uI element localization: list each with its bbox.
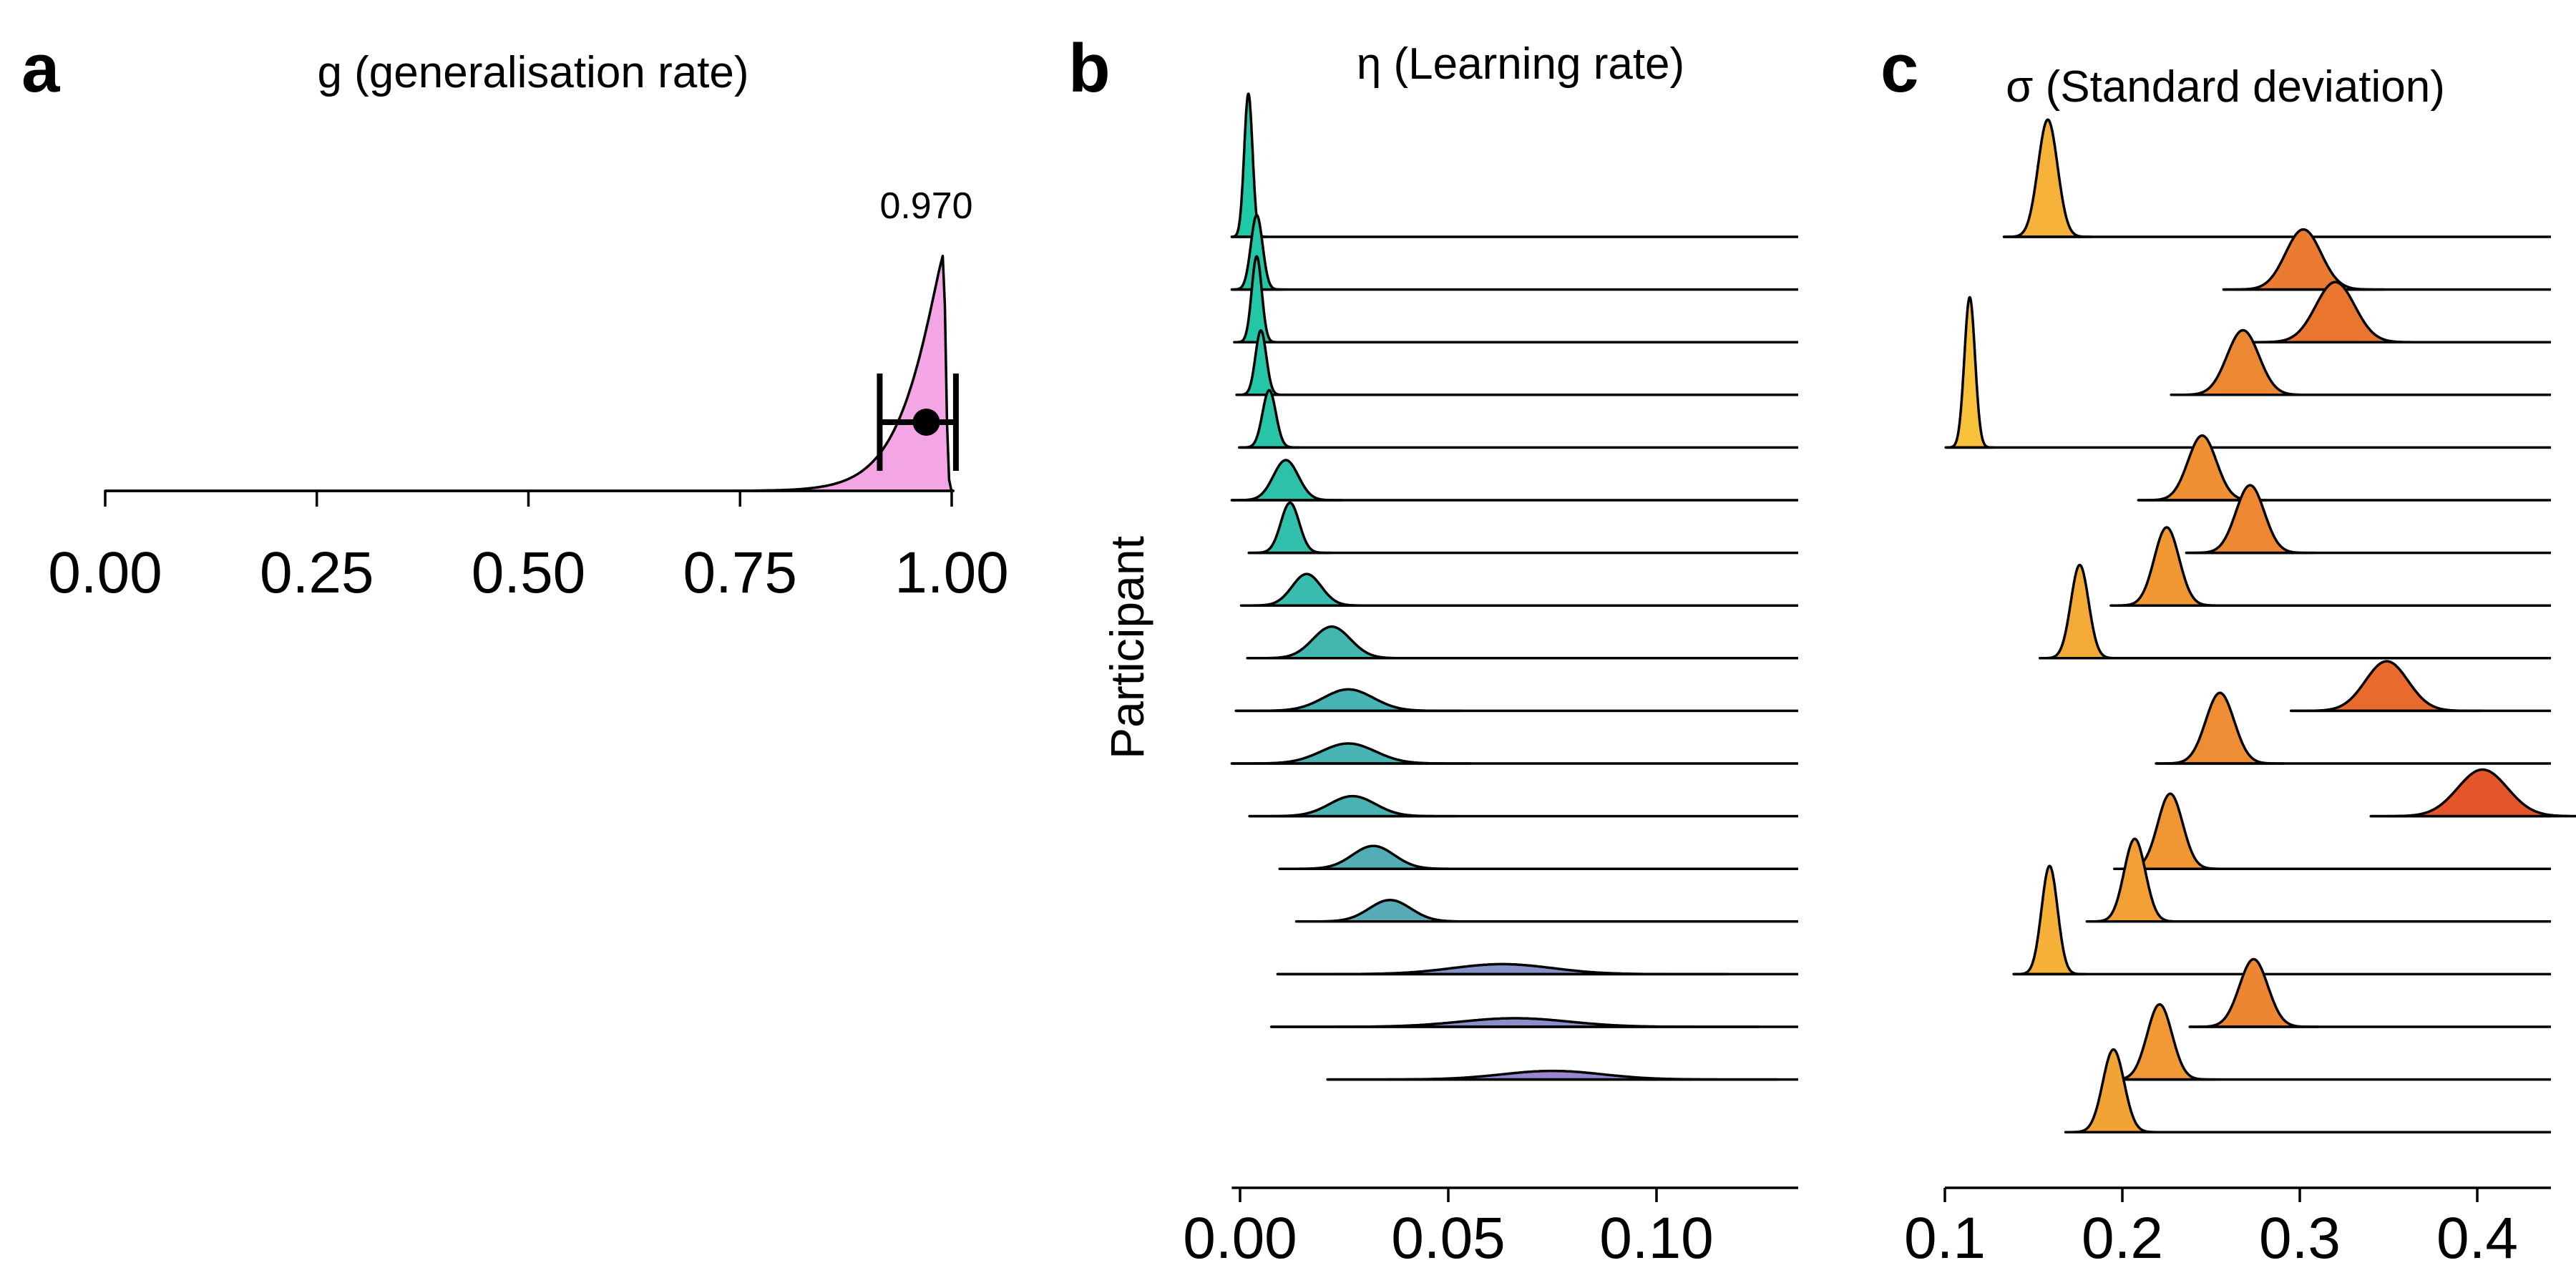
panel-b-ridge <box>1326 1069 1779 1081</box>
panel-c-ridge <box>2289 660 2484 713</box>
panel-letter-a: a <box>21 30 60 107</box>
panel-b-learning-rate: 0.00 0.05 0.10 <box>1183 92 1798 1271</box>
panel-c-title: σ (Standard deviation) <box>2006 62 2445 112</box>
panel-b-ridge <box>1239 572 1374 607</box>
panel-b-title: η (Learning rate) <box>1357 39 1684 89</box>
panel-a-mean-point <box>912 409 940 436</box>
panel-c-x-tick-label: 0.3 <box>2259 1206 2341 1271</box>
panel-a-title: g (generalisation rate) <box>317 48 748 97</box>
panel-c-ridge <box>2188 957 2319 1028</box>
panel-c-standard-deviation: 0.1 0.2 0.3 0.4 <box>1904 118 2576 1271</box>
panel-letter-b: b <box>1068 30 1111 107</box>
panel-b-ridge <box>1278 844 1468 870</box>
panel-c-x-tick-label: 0.4 <box>2436 1206 2518 1271</box>
panel-b-ylabel: Participant <box>1101 536 1153 759</box>
panel-c-ridge <box>2109 526 2224 607</box>
panel-b-x-tick-label: 0.00 <box>1183 1206 1297 1271</box>
panel-c-x-tick-label: 0.2 <box>2082 1206 2163 1271</box>
panel-b-ridge <box>1238 389 1301 449</box>
panel-c-x-tick-label: 0.1 <box>1904 1206 1986 1271</box>
panel-b-ridge <box>1230 92 1269 238</box>
panel-c-ridge <box>2246 280 2425 343</box>
panel-b-ridge <box>1269 1017 1760 1028</box>
panel-a-generalisation-rate: 0.970 0.00 0.25 0.50 0.75 1.00 <box>48 185 1009 605</box>
panel-c-ridge <box>2002 118 2093 238</box>
panel-b-ridge <box>1230 742 1472 765</box>
panel-a-x-tick-label: 0.50 <box>472 540 586 605</box>
panel-b-ridge <box>1233 255 1281 343</box>
panel-b-ridge <box>1234 688 1463 713</box>
panel-letter-c: c <box>1880 30 1918 107</box>
panel-a-x-tick-label: 0.00 <box>48 540 162 605</box>
panel-b-ridge <box>1247 501 1333 555</box>
panel-c-ridge <box>2222 228 2385 291</box>
panel-a-x-tick-label: 0.25 <box>260 540 374 605</box>
panel-c-ridge <box>2012 864 2087 976</box>
panel-c-ridge <box>1944 296 1995 449</box>
panel-a-density <box>104 254 955 492</box>
panel-c-ridge <box>2155 691 2285 765</box>
panel-b-x-tick-label: 0.10 <box>1599 1206 1714 1271</box>
panel-b-x-tick-label: 0.05 <box>1391 1206 1506 1271</box>
panel-c-ridge <box>2369 768 2576 818</box>
panel-a-mean-label: 0.970 <box>879 185 972 227</box>
panel-b-ridge <box>1230 459 1344 502</box>
panel-b-ridge <box>1294 899 1485 923</box>
panel-c-ridge <box>2038 563 2122 660</box>
panel-b-ridge <box>1276 962 1729 976</box>
panel-b-ridge <box>1246 625 1418 660</box>
panel-a-x-tick-label: 1.00 <box>894 540 1009 605</box>
panel-a-x-tick-label: 0.75 <box>683 540 797 605</box>
panel-b-ridge <box>1248 794 1457 818</box>
